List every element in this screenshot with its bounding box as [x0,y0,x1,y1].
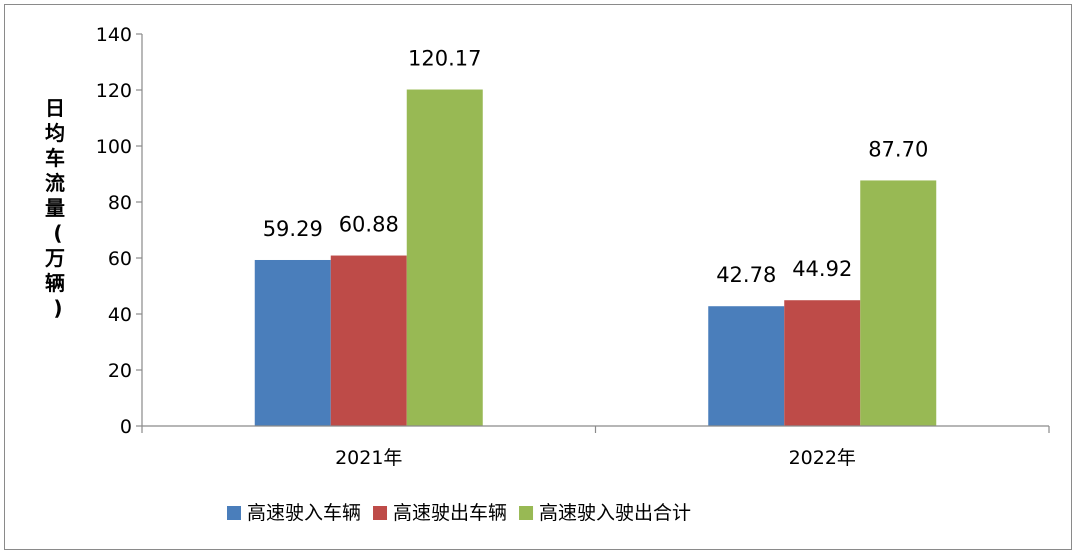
data-labels: 59.29 42.78 60.88 44.92 120.17 87.70 [263,47,929,288]
legend-swatch [519,506,534,520]
y-tick-label: 120 [96,80,132,102]
y-axis-label-char: 流 [45,171,65,195]
x-tick-label: 2021年 [335,447,402,469]
y-axis-label: 日均车流量(万辆) [44,96,65,320]
x-tick-label: 2022年 [789,447,856,469]
y-axis-label-text: 日均车流量(万辆) [44,96,65,320]
y-axis-label-char: 均 [45,121,65,145]
y-axis-label-char: 量 [45,196,65,220]
legend-label: 高速驶入驶出合计 [539,502,691,524]
legend: 高速驶入车辆 高速驶出车辆 高速驶入驶出合计 [227,502,691,524]
y-tick-label: 140 [96,24,132,46]
chart-frame: 0 20 40 60 80 100 120 140 日均车流量(万辆) 59.29 42.78 6… [4,4,1072,550]
bar [708,306,785,426]
bar [254,259,331,426]
y-axis-label-char: 车 [45,146,65,170]
y-axis-label-char: ( [53,221,62,245]
y-axis-label-char: 辆 [45,271,65,295]
legend-swatch [227,506,241,520]
data-label: 120.17 [408,47,481,71]
data-label: 60.88 [339,213,399,237]
y-tick-label: 40 [108,304,132,326]
y-axis: 0 20 40 60 80 100 120 140 [96,24,143,438]
y-axis-label-char: ) [53,296,62,320]
legend-label: 高速驶出车辆 [393,502,507,524]
data-label: 59.29 [263,217,323,241]
legend-label: 高速驶入车辆 [247,502,361,524]
bar [330,255,407,426]
x-axis: 2021年 2022年 [141,425,1050,469]
y-tick-label: 100 [96,136,132,158]
y-axis-label-char: 万 [44,246,65,270]
y-tick-label: 0 [120,416,132,438]
bar [784,300,861,426]
data-label: 87.70 [868,137,928,161]
legend-item: 高速驶入车辆 [227,502,361,524]
legend-item: 高速驶入驶出合计 [519,502,691,524]
bar [406,89,483,427]
legend-swatch [373,506,388,520]
y-tick-label: 20 [108,360,132,382]
bars [254,89,937,427]
y-axis-label-char: 日 [45,96,65,120]
data-label: 44.92 [792,257,852,281]
legend-item: 高速驶出车辆 [373,502,507,524]
y-tick-label: 80 [108,192,132,214]
bar [860,180,937,426]
bar-chart: 0 20 40 60 80 100 120 140 日均车流量(万辆) 59.29 42.78 6… [44,24,1050,524]
data-label: 42.78 [716,263,776,287]
y-tick-label: 60 [108,248,132,270]
